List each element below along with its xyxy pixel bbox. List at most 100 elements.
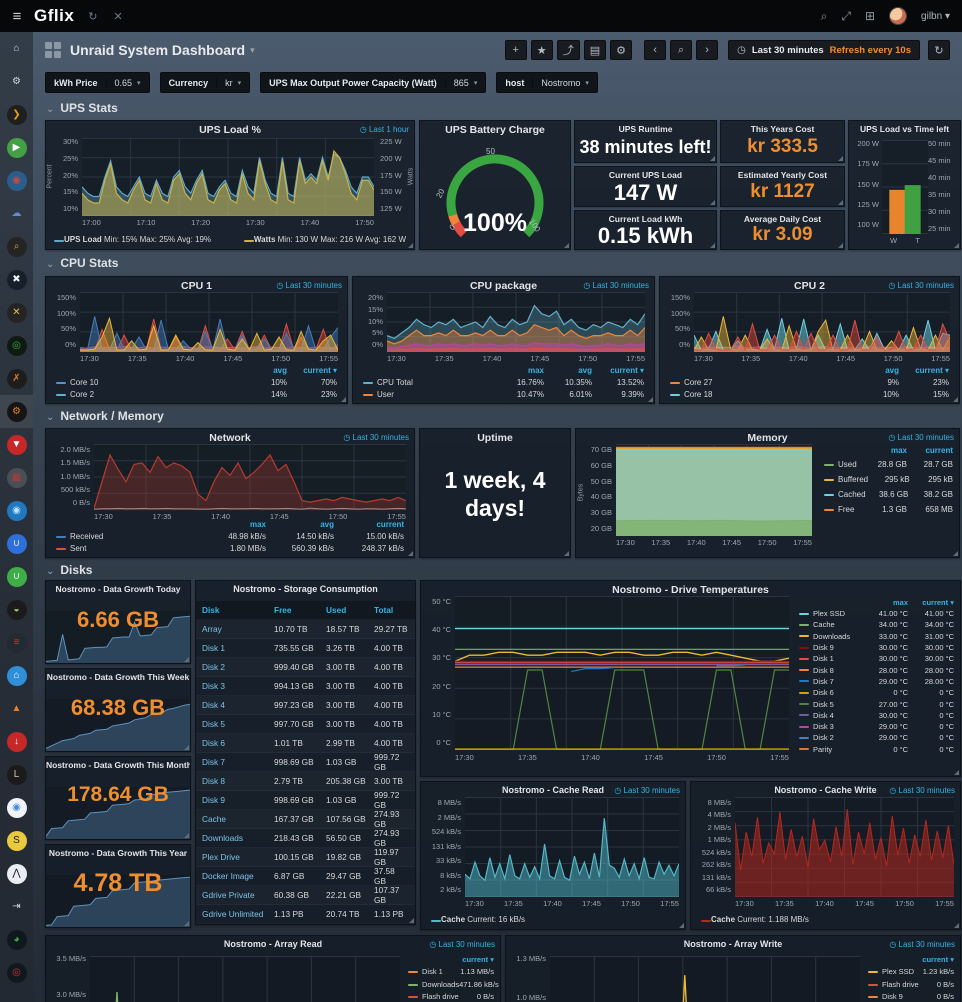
legend-item[interactable]: UPS Load Min: 15% Max: 25% Avg: 19%: [54, 234, 211, 246]
legend-item[interactable]: Core 2: [56, 389, 241, 401]
legend-item[interactable]: Disk 1: [799, 653, 866, 664]
panel-title[interactable]: Nostromo - Array Read: [223, 939, 323, 949]
panel-title[interactable]: Average Daily Cost: [743, 214, 822, 224]
sidebar-app-icon[interactable]: ◉: [0, 494, 33, 527]
time-range-label[interactable]: ◷ Last 30 minutes: [889, 786, 955, 795]
panel-title[interactable]: Nostromo - Cache Write: [774, 785, 877, 795]
column-header[interactable]: Used: [326, 605, 347, 615]
disk-link[interactable]: Cache: [202, 814, 226, 824]
variable-dropdown[interactable]: Nostromo ▾: [541, 77, 589, 88]
share-button[interactable]: ⤴: [556, 40, 580, 60]
disk-link[interactable]: Disk 7: [202, 757, 226, 767]
time-range-label[interactable]: ◷ Last 30 minutes: [614, 786, 680, 795]
panel-title[interactable]: Nostromo - Data Growth This Week: [46, 672, 190, 682]
legend-item[interactable]: Watts Min: 130 W Max: 216 W Avg: 162 W: [243, 234, 406, 246]
dashboard-title[interactable]: Unraid System Dashboard: [70, 42, 246, 58]
time-range-label[interactable]: ◷ Last 30 minutes: [343, 433, 409, 442]
sidebar-app-icon[interactable]: ≡: [0, 626, 33, 659]
time-range-label[interactable]: ◷ Last 30 minutes: [888, 281, 954, 290]
panel-resize-handle[interactable]: [953, 551, 958, 556]
sidebar-app-icon[interactable]: ◉: [0, 791, 33, 824]
legend-item[interactable]: Free: [824, 504, 863, 516]
section-disks[interactable]: ⌄ Disks: [46, 563, 93, 577]
panel-resize-handle[interactable]: [710, 200, 715, 205]
legend-item[interactable]: Disk 2: [799, 732, 866, 743]
sidebar-app-icon[interactable]: ∪: [0, 527, 33, 560]
panel-resize-handle[interactable]: [648, 397, 653, 402]
legend-item[interactable]: Core 10: [56, 377, 241, 389]
sidebar-app-icon[interactable]: ✗: [0, 362, 33, 395]
sidebar-app-icon[interactable]: ⚙: [0, 395, 33, 428]
column-header[interactable]: Free: [274, 605, 292, 615]
panel-resize-handle[interactable]: [954, 923, 959, 928]
user-menu[interactable]: gilbn ▾: [921, 10, 950, 22]
time-forward-button[interactable]: ›: [696, 40, 719, 60]
legend-item[interactable]: Downloads: [799, 631, 866, 642]
avatar[interactable]: [889, 7, 908, 25]
panel-resize-handle[interactable]: [679, 923, 684, 928]
legend-item[interactable]: Received: [56, 531, 202, 543]
panel-resize-handle[interactable]: [953, 397, 958, 402]
legend-item[interactable]: Disk 5: [799, 699, 866, 710]
panel-title[interactable]: UPS Load %: [199, 124, 261, 136]
sidebar-app-icon[interactable]: L: [0, 758, 33, 791]
disk-link[interactable]: Gdrive Unlimited: [202, 909, 264, 919]
disk-link[interactable]: Disk 4: [202, 700, 226, 710]
panel-resize-handle[interactable]: [408, 243, 413, 248]
legend-item[interactable]: Cached: [824, 489, 866, 501]
disk-link[interactable]: Disk 1: [202, 643, 226, 653]
section-ups-stats[interactable]: ⌄ UPS Stats: [46, 101, 118, 115]
legend-item[interactable]: Used: [824, 459, 863, 471]
legend-item[interactable]: Parity: [799, 744, 866, 755]
legend-item[interactable]: Disk 4: [799, 710, 866, 721]
sidebar-app-icon[interactable]: ◎: [0, 329, 33, 362]
sidebar-app-icon[interactable]: ▶: [0, 131, 33, 164]
time-range-label[interactable]: ◷ Last 30 minutes: [276, 281, 342, 290]
panel-title[interactable]: UPS Battery Charge: [445, 124, 545, 136]
disk-link[interactable]: Docker Image: [202, 871, 254, 881]
sidebar-app-icon[interactable]: ⌕: [0, 230, 33, 263]
disk-link[interactable]: Disk 8: [202, 776, 226, 786]
sidebar-app-icon[interactable]: ⇥: [12, 900, 21, 912]
save-button[interactable]: ▤: [583, 40, 607, 60]
disk-link[interactable]: Plex Drive: [202, 852, 240, 862]
sidebar-app-icon[interactable]: ⌂: [0, 659, 33, 692]
sync-icon[interactable]: ↻: [88, 10, 98, 23]
search-icon[interactable]: ⌕: [820, 8, 828, 23]
legend-item[interactable]: Cache: [799, 619, 866, 630]
sidebar-app-icon[interactable]: ☁: [11, 207, 22, 219]
panel-resize-handle[interactable]: [409, 918, 414, 923]
panel-resize-handle[interactable]: [184, 745, 189, 750]
panel-title[interactable]: Memory: [747, 432, 788, 444]
legend-item[interactable]: Disk 1: [408, 966, 443, 978]
panel-title[interactable]: Nostromo - Data Growth Today: [55, 584, 181, 594]
sidebar-app-icon[interactable]: ▦: [0, 461, 33, 494]
panel-title[interactable]: CPU 1: [181, 280, 212, 292]
apps-icon[interactable]: ⊞: [864, 9, 876, 23]
panel-title[interactable]: CPU 2: [794, 280, 825, 292]
legend-item[interactable]: Buffered: [824, 474, 868, 486]
time-range-label[interactable]: ◷ Last 30 minutes: [889, 940, 955, 949]
fullscreen-icon[interactable]: ⤢: [841, 8, 851, 23]
legend-item[interactable]: Sent: [56, 543, 202, 555]
legend-item[interactable]: Disk 3: [799, 721, 866, 732]
refresh-button[interactable]: ↻: [928, 40, 950, 60]
panel-resize-handle[interactable]: [184, 921, 189, 926]
panel-resize-handle[interactable]: [184, 657, 189, 662]
time-range-label[interactable]: ◷ Last 30 minutes: [888, 433, 954, 442]
section-cpu-stats[interactable]: ⌄ CPU Stats: [46, 256, 119, 270]
legend-item[interactable]: Cache Current: 16 kB/s: [431, 915, 525, 924]
sidebar-app-icon[interactable]: ⋀: [0, 857, 33, 890]
panel-resize-handle[interactable]: [564, 243, 569, 248]
panel-title[interactable]: Current UPS Load: [608, 170, 683, 180]
panel-title[interactable]: Nostromo - Data Growth This Year: [48, 848, 188, 858]
section-network-memory[interactable]: ⌄ Network / Memory: [46, 409, 164, 423]
sidebar-app-icon[interactable]: S: [0, 824, 33, 857]
disk-link[interactable]: Disk 5: [202, 719, 226, 729]
legend-item[interactable]: Disk 8: [799, 665, 866, 676]
disk-link[interactable]: Disk 3: [202, 681, 226, 691]
dashboard-grid-icon[interactable]: [45, 42, 61, 58]
panel-resize-handle[interactable]: [564, 551, 569, 556]
legend-item[interactable]: CPU Total: [363, 377, 496, 389]
legend-item[interactable]: Flash drive: [868, 979, 919, 991]
